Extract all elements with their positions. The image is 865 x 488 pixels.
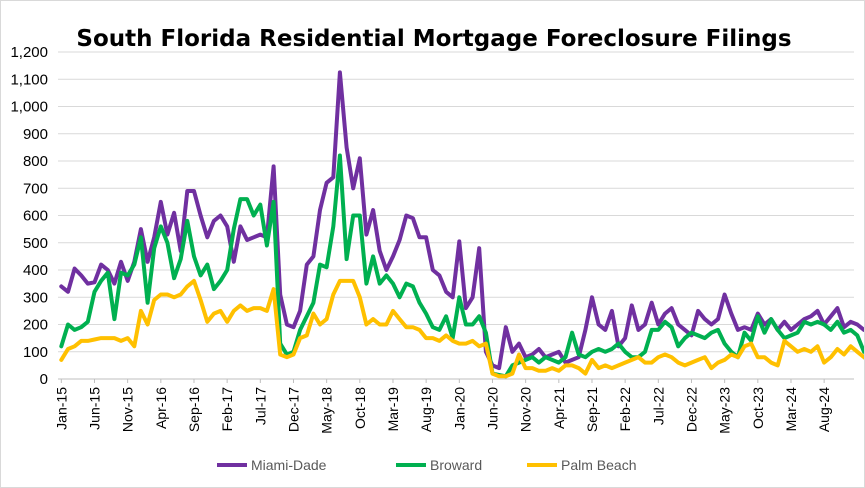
y-tick-label: 300 (23, 289, 48, 306)
x-tick-label: Jun-15 (86, 387, 102, 430)
x-tick-label: Feb-22 (617, 387, 633, 432)
y-tick-label: 1,200 (10, 44, 48, 61)
gridlines (58, 51, 854, 353)
y-tick-label: 700 (23, 180, 48, 197)
y-tick-label: 100 (23, 344, 48, 361)
series-line-miami-dade (59, 70, 864, 371)
legend-item-broward: Broward (396, 457, 482, 473)
legend-item-miami-dade: Miami-Dade (217, 457, 327, 473)
x-tick-label: Apr-21 (551, 387, 567, 429)
legend-item-palm-beach: Palm Beach (527, 457, 636, 473)
series-layer (59, 70, 864, 379)
x-tick-label: Dec-22 (683, 387, 699, 432)
x-tick-label: Mar-24 (783, 387, 799, 432)
x-tick-label: Apr-16 (153, 387, 169, 429)
x-tick-label: Dec-17 (285, 387, 301, 432)
legend: Miami-Dade Broward Palm Beach (217, 457, 636, 473)
x-tick-label: Oct-23 (750, 387, 766, 429)
y-tick-label: 1,100 (10, 71, 48, 88)
y-tick-label: 200 (23, 317, 48, 334)
x-tick-label: May-18 (319, 387, 335, 434)
x-tick-label: Sep-21 (584, 387, 600, 432)
x-tick-label: Jan-20 (451, 387, 467, 430)
x-tick-label: Mar-19 (385, 387, 401, 432)
y-tick-label: 800 (23, 153, 48, 170)
x-tick-label: Aug-24 (816, 387, 832, 432)
series-line-palm-beach (59, 278, 864, 379)
x-tick-label: Feb-17 (219, 387, 235, 432)
x-tick-label: Jan-15 (53, 387, 69, 430)
series-line-broward (59, 153, 864, 379)
y-tick-label: 900 (23, 126, 48, 143)
y-tick-label: 400 (23, 262, 48, 279)
y-tick-label: 600 (23, 208, 48, 225)
x-tick-label: Jun-20 (484, 387, 500, 430)
y-tick-label: 500 (23, 235, 48, 252)
x-tick-label: May-23 (717, 387, 733, 434)
x-tick-label: Jul-22 (650, 387, 666, 425)
x-tick-label: Oct-18 (352, 387, 368, 429)
x-tick-label: Aug-19 (418, 387, 434, 432)
legend-label: Broward (430, 457, 482, 473)
legend-label: Palm Beach (561, 457, 636, 473)
legend-label: Miami-Dade (251, 457, 327, 473)
chart-title: South Florida Residential Mortgage Forec… (76, 26, 791, 52)
y-tick-label: 0 (40, 371, 48, 388)
x-tick-label: Nov-20 (518, 387, 534, 432)
x-tick-label: Jul-17 (252, 387, 268, 425)
x-tick-label: Sep-16 (186, 387, 202, 432)
x-tick-label: Nov-15 (120, 387, 136, 432)
axes: 0 100 200 300 400 500 600 700 800 900 1,000 1,100 1,… (10, 44, 854, 434)
y-tick-label: 1,000 (10, 99, 48, 116)
